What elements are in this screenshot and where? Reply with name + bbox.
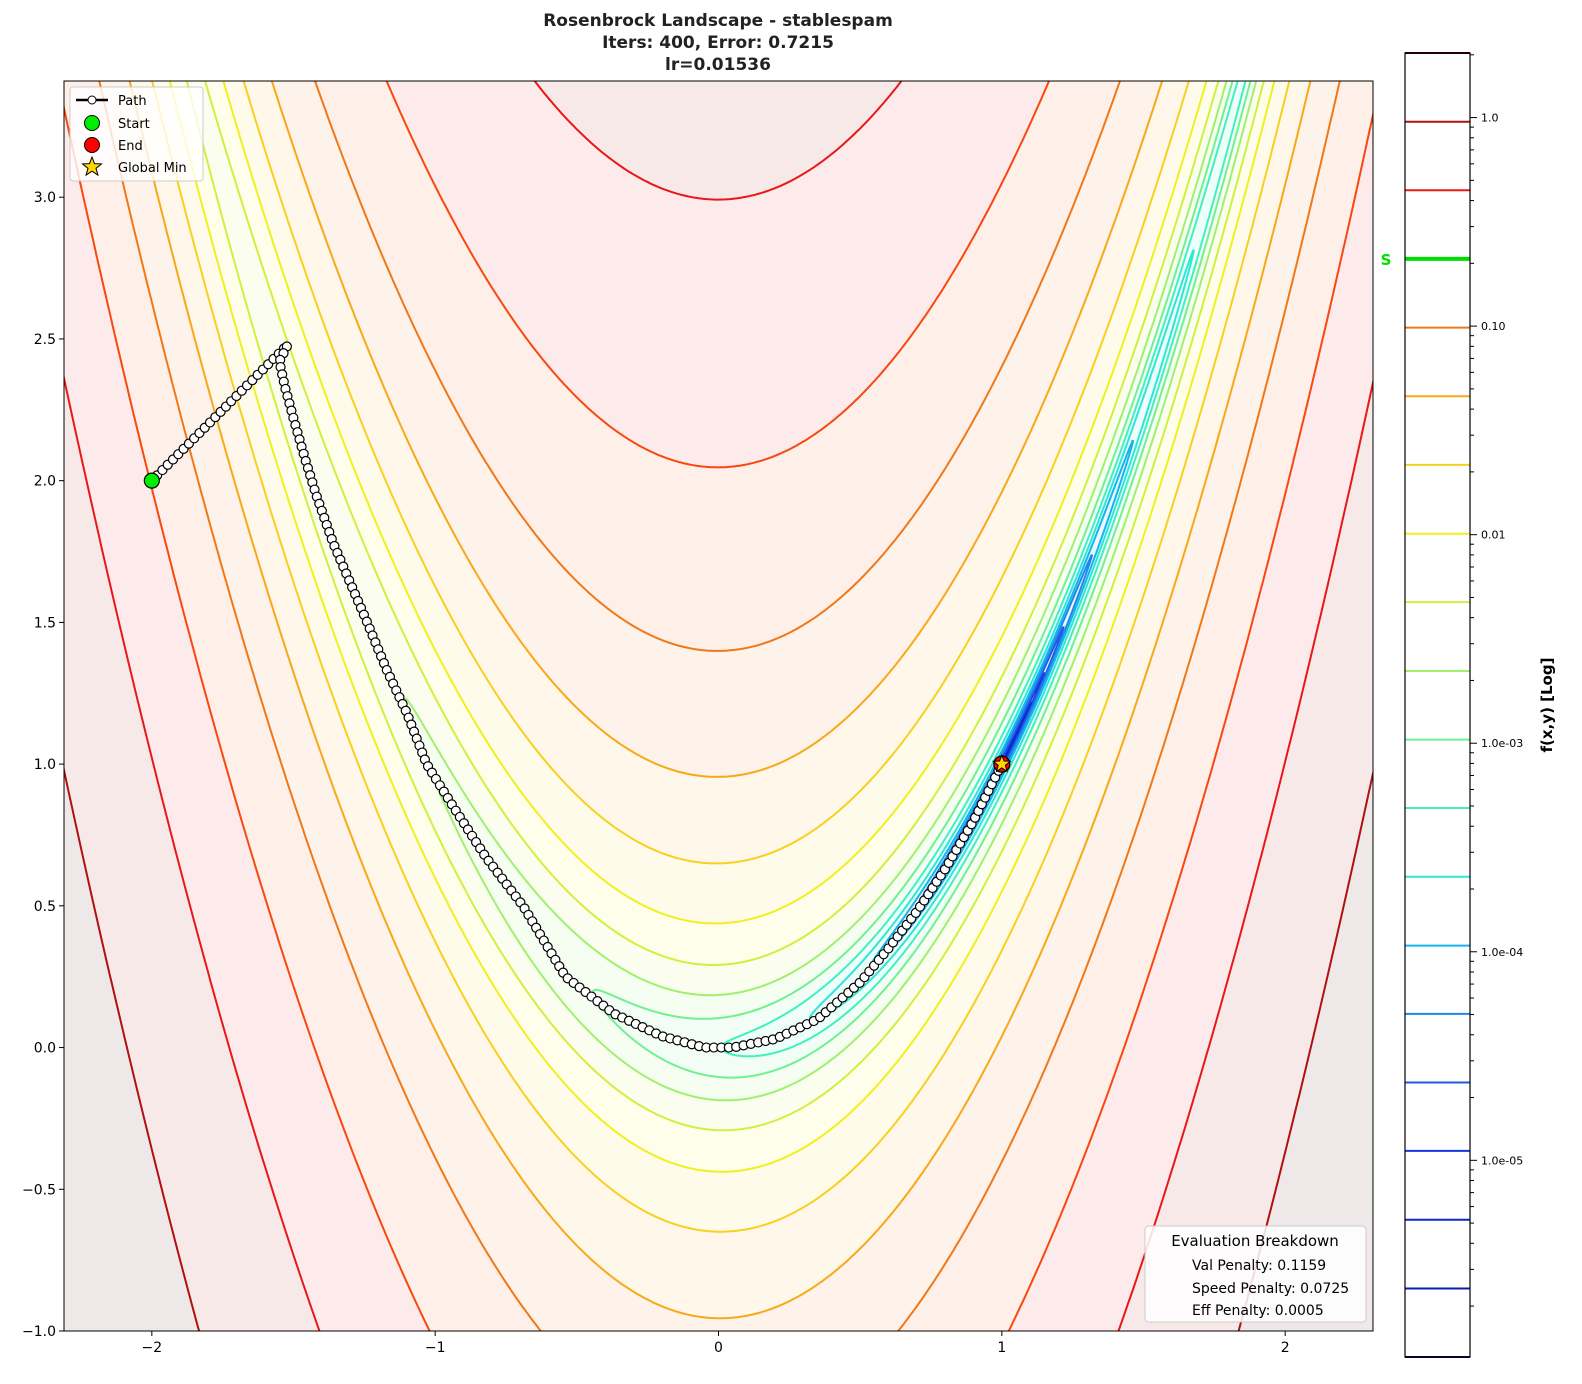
colorbar-tick-label: 1.0 — [1481, 112, 1499, 125]
evaluation-title: Evaluation Breakdown — [1171, 1232, 1339, 1250]
contour-line-17-upper — [533, 81, 903, 201]
legend-start-label: Start — [118, 117, 150, 132]
contour-line-16-upper — [385, 81, 1051, 469]
colorbar-tick-label: 0.01 — [1481, 529, 1506, 542]
x-tick-label: 2 — [1281, 1340, 1290, 1356]
y-tick-label: 3.0 — [34, 190, 56, 206]
contour-line-13-lower — [150, 81, 1291, 1233]
evaluation-breakdown-box: Evaluation Breakdown Val Penalty: 0.1159… — [1144, 1225, 1367, 1323]
contour-line-8 — [720, 81, 1247, 1058]
contour-line-10-upper — [403, 81, 1228, 997]
legend-start-marker — [84, 115, 100, 131]
colorbar-label: f(x,y) [Log] — [1538, 658, 1556, 753]
x-axis: −2 −1 0 1 2 — [142, 1331, 1290, 1356]
legend-path-label: Path — [118, 94, 147, 109]
legend-star-icon — [81, 155, 103, 177]
contour-line-13-upper — [242, 81, 1190, 865]
global-min-star — [991, 753, 1012, 773]
chart-title-line-1: Rosenbrock Landscape - stablespam — [543, 11, 893, 31]
legend-globalmin-label: Global Min — [118, 161, 187, 176]
y-tick-label: 0.5 — [34, 899, 56, 915]
colorbar-tick-label: 1.0e-04 — [1481, 946, 1523, 959]
colorbar-tick-label: 0.10 — [1481, 320, 1506, 333]
start-marker — [143, 472, 160, 489]
y-tick-label: 2.5 — [34, 332, 56, 348]
legend-path-marker — [87, 95, 97, 105]
x-tick-label: 0 — [714, 1340, 723, 1356]
val-penalty: Val Penalty: 0.1159 — [1192, 1258, 1326, 1274]
colorbar-tick-label: 1.0e-05 — [1481, 1154, 1523, 1167]
contour-line-14-upper — [270, 81, 1164, 778]
x-tick-label: −1 — [425, 1340, 446, 1356]
contour-line-14-lower — [128, 81, 1312, 1320]
optimizer-path — [143, 341, 1012, 1053]
colorbar-body — [1405, 53, 1470, 1357]
colorbar: 1.0 0.10 0.01 1.0e-03 1.0e-04 1.0e-05 S f(x,y… — [1381, 52, 1556, 1358]
legend-end-label: End — [118, 139, 143, 154]
contour-line-12-upper — [222, 81, 1208, 925]
contour-line-9 — [592, 81, 1252, 1079]
contour-line-15-upper — [313, 81, 1122, 652]
y-tick-label: 1.5 — [34, 615, 56, 631]
contour-line-11-lower — [185, 81, 1266, 1132]
contour-fill-15 — [99, 81, 1340, 1331]
legend: Path Start End Global Min — [69, 86, 204, 182]
contour-line-16-lower — [64, 103, 1373, 1331]
contour-line-11-upper — [203, 81, 1220, 966]
contour-line-12-lower — [168, 81, 1276, 1173]
contour-line-7 — [809, 249, 1195, 1021]
x-tick-label: −2 — [142, 1340, 163, 1356]
speed-penalty: Speed Penalty: 0.0725 — [1192, 1281, 1349, 1297]
y-tick-label: 0.0 — [34, 1041, 56, 1057]
y-axis: −1.0 −0.5 0.0 0.5 1.0 1.5 2.0 2.5 3.0 — [22, 190, 64, 1340]
colorbar-marker-label: S — [1381, 251, 1392, 269]
y-tick-label: −1.0 — [22, 1324, 56, 1340]
y-tick-label: −0.5 — [22, 1182, 56, 1198]
chart-title-line-3: lr=0.01536 — [665, 55, 771, 75]
x-tick-label: 1 — [997, 1340, 1006, 1356]
contour-line-17-lower — [64, 373, 1373, 1331]
eff-penalty: Eff Penalty: 0.0005 — [1192, 1303, 1324, 1319]
chart-title-line-2: Iters: 400, Error: 0.7215 — [602, 33, 834, 53]
contour-line-10-lower — [403, 81, 1258, 1102]
contour-fill-11 — [186, 81, 1265, 1131]
colorbar-tick-label: 1.0e-03 — [1481, 737, 1523, 750]
y-tick-label: 2.0 — [34, 474, 56, 490]
legend-end-marker — [84, 137, 100, 153]
y-tick-label: 1.0 — [34, 757, 56, 773]
contour-line-15-lower — [98, 81, 1341, 1331]
